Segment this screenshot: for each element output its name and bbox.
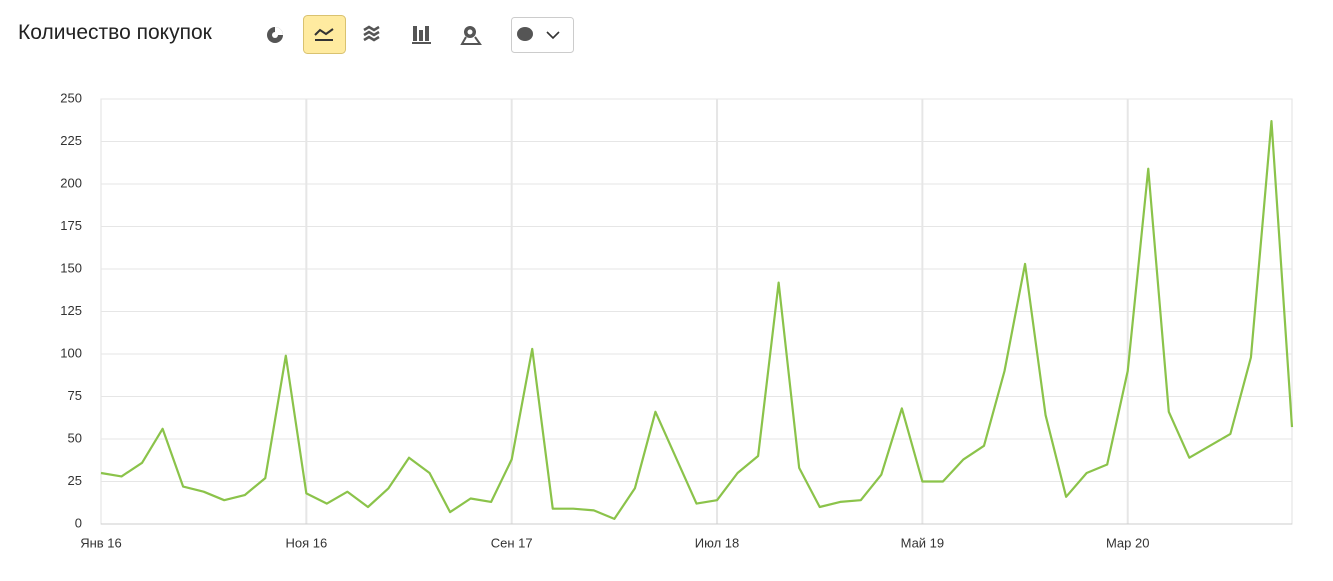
y-tick-label: 200 <box>60 175 82 190</box>
annotation-dropdown[interactable] <box>511 17 574 53</box>
y-tick-label: 25 <box>68 473 82 488</box>
data-line <box>100 119 1294 521</box>
y-tick-label: 250 <box>60 90 82 105</box>
y-tick-label: 125 <box>60 303 82 318</box>
page-title: Количество покупок <box>18 21 212 44</box>
y-tick-label: 75 <box>68 388 82 403</box>
y-tick-label: 100 <box>60 345 82 360</box>
y-tick-label: 0 <box>75 515 82 530</box>
y-tick-label: 225 <box>60 133 82 148</box>
x-tick-label: Май 19 <box>901 535 945 550</box>
x-tick-label: Мар 20 <box>1106 535 1150 550</box>
bar-button[interactable] <box>412 26 431 44</box>
toolbar <box>267 15 574 54</box>
pie-button[interactable] <box>267 27 283 43</box>
map-button[interactable] <box>460 26 482 45</box>
y-tick-label: 150 <box>60 260 82 275</box>
x-tick-label: Янв 16 <box>80 535 122 550</box>
y-tick-label: 175 <box>60 218 82 233</box>
x-tick-label: Сен 17 <box>491 535 533 550</box>
y-tick-label: 50 <box>68 430 82 445</box>
x-tick-label: Ноя 16 <box>285 535 327 550</box>
area-button[interactable] <box>363 25 380 42</box>
line-button[interactable] <box>303 15 346 54</box>
x-tick-label: Июл 18 <box>695 535 739 550</box>
